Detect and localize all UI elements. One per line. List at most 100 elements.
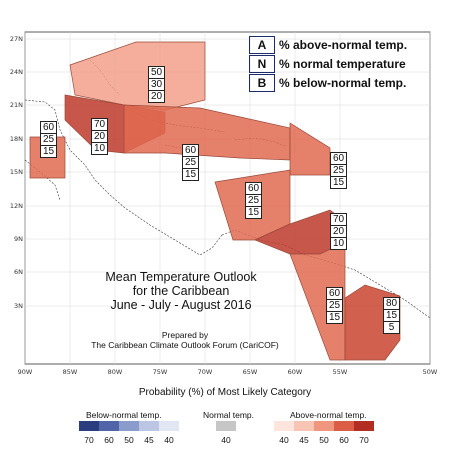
lat-label: 9N [14,235,23,243]
prob-normal: 15 [384,310,399,322]
scale-above-label: Above-normal temp. [290,410,367,420]
swatch-normal [216,421,236,431]
prob-normal: 25 [41,134,56,146]
prob-above: 60 [183,145,198,157]
prob-above: 70 [92,119,107,131]
lon-label: 65W [243,368,258,376]
swatch-above [314,421,334,431]
prob-below: 15 [184,169,197,180]
prob-below: 15 [328,312,341,323]
prob-box-cuba-jamaica: 70 20 10 [91,118,108,155]
prob-normal: 25 [183,157,198,169]
lon-label: 60W [288,368,303,376]
prob-below: 10 [93,143,106,154]
prob-below: 20 [150,91,163,102]
lon-label: 55W [333,368,348,376]
prob-below: 15 [247,207,260,218]
lon-label: 80W [108,368,123,376]
prob-normal: 30 [149,79,164,91]
scale-value-above: 45 [299,435,309,445]
scale-value-above: 70 [359,435,369,445]
outlook-regions [29,41,401,361]
legend-above-row: A % above-normal temp. [249,35,407,54]
scale-value-below: 60 [104,435,114,445]
legend-text-above: % above-normal temp. [279,37,408,52]
lat-label: 21N [10,101,23,109]
map-credit: Prepared by The Caribbean Climate Outloo… [60,330,310,350]
swatch-above [354,421,374,431]
prob-box-suriname: 80 15 5 [383,297,400,334]
prob-box-central-coast: 60 25 15 [245,182,262,219]
prob-above: 60 [246,183,261,195]
prob-box-hispaniola: 60 25 15 [182,144,199,181]
prob-above: 70 [331,214,346,226]
swatch-above [274,421,294,431]
prob-normal: 20 [331,226,346,238]
lon-label: 90W [18,368,33,376]
prob-box-belize-honduras: 60 25 15 [40,121,57,158]
prob-below: 15 [332,177,345,188]
scale-value-normal: 40 [221,435,231,445]
prob-above: 60 [41,122,56,134]
swatch-below [79,421,99,431]
legend-text-below: % below-normal temp. [279,75,407,90]
lon-label: 70W [198,368,213,376]
abn-legend: A % above-normal temp. N % normal temper… [249,35,407,92]
lon-label: 75W [153,368,168,376]
legend-normal-row: N % normal temperature [249,54,407,73]
lat-label: 6N [14,268,23,276]
prob-box-leeward-islands: 60 25 15 [330,152,347,189]
prob-normal: 20 [92,131,107,143]
scale-value-below: 50 [124,435,134,445]
prob-above: 80 [384,298,399,310]
region-hispaniola [123,104,291,161]
swatch-above [334,421,354,431]
legend-below-row: B % below-normal temp. [249,73,407,92]
swatch-above [294,421,314,431]
latitude-labels: 27N 24N 21N 18N 15N 12N 9N 6N 3N [10,35,23,310]
title-line-2: for the Caribbean [132,284,230,298]
scale-normal-label: Normal temp. [203,410,255,420]
scale-value-above: 50 [319,435,329,445]
title-line-3: June - July - August 2016 [110,298,252,312]
prob-above: 60 [327,288,342,300]
map-title: Mean Temperature Outlook for the Caribbe… [86,270,276,312]
legend-text-normal: % normal temperature [279,56,406,71]
lat-label: 12N [10,202,23,210]
prob-below: 10 [332,238,345,249]
legend-key-above: A [249,35,275,54]
prob-above: 50 [149,67,164,79]
scale-value-below: 70 [84,435,94,445]
title-line-1: Mean Temperature Outlook [105,270,257,284]
prob-box-bahamas: 50 30 20 [148,66,165,103]
prob-above: 60 [331,153,346,165]
lat-label: 15N [10,168,23,176]
scale-below-label: Below-normal temp. [86,410,162,420]
prob-box-guyana: 60 25 15 [326,287,343,324]
lat-label: 27N [10,35,23,43]
credit-line-1: Prepared by [161,330,209,340]
prob-normal: 25 [331,165,346,177]
scale-value-above: 60 [339,435,349,445]
prob-below: 15 [42,146,55,157]
swatch-below [119,421,139,431]
prob-box-windward-islands: 70 20 10 [330,213,347,250]
scale-value-above: 40 [279,435,289,445]
longitude-labels: 90W 85W 80W 75W 70W 65W 60W 55W 50W [18,368,438,376]
swatch-below [139,421,159,431]
scale-value-below: 45 [144,435,154,445]
scale-title: Probability (%) of Most Likely Category [138,387,312,398]
legend-key-normal: N [249,54,275,73]
legend-key-below: B [249,73,275,92]
scale-value-below: 40 [164,435,174,445]
region-bahamas [69,41,206,111]
prob-below: 5 [388,322,395,333]
swatch-below [99,421,119,431]
lat-label: 18N [10,135,23,143]
lon-label: 50W [423,368,438,376]
prob-normal: 25 [327,300,342,312]
swatch-below [159,421,179,431]
prob-normal: 25 [246,195,261,207]
lat-label: 3N [14,302,23,310]
